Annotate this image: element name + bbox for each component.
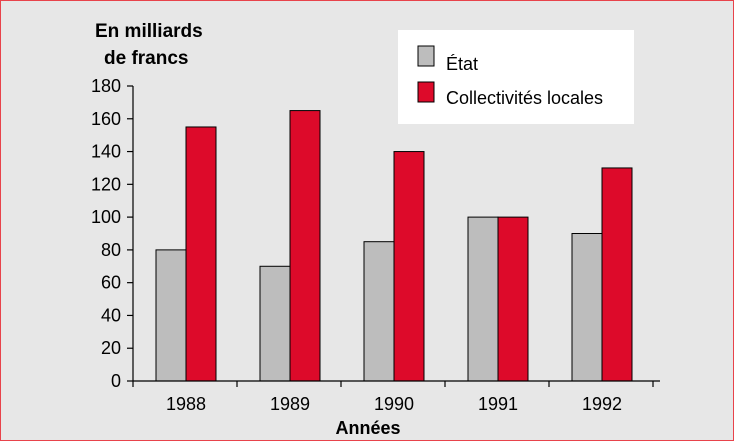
bar-collectivites-1990 xyxy=(393,151,425,382)
y-axis-title-line1: En milliards xyxy=(95,21,203,42)
bar-etat-1991 xyxy=(467,216,499,382)
x-axis-title: Années xyxy=(335,418,400,438)
legend-swatch-collectivites xyxy=(417,81,435,103)
x-tick-label-1989: 1989 xyxy=(270,394,310,414)
bar-collectivites-1989 xyxy=(289,110,321,382)
legend-box xyxy=(398,30,634,124)
y-tick-label-80: 80 xyxy=(101,240,121,260)
x-tick-label-1991: 1991 xyxy=(478,394,518,414)
y-tick-label-100: 100 xyxy=(91,207,121,227)
y-tick-label-0: 0 xyxy=(111,371,121,391)
y-tick-label-20: 20 xyxy=(101,338,121,358)
bar-collectivites-1988 xyxy=(185,126,217,382)
x-tick-label-1990: 1990 xyxy=(374,394,414,414)
y-tick-label-160: 160 xyxy=(91,109,121,129)
bar-collectivites-1991 xyxy=(497,216,529,382)
y-tick-label-40: 40 xyxy=(101,305,121,325)
x-tick-label-1992: 1992 xyxy=(582,394,622,414)
bar-etat-1990 xyxy=(363,241,395,382)
y-axis-title-line2: de francs xyxy=(104,48,188,69)
bar-etat-1988 xyxy=(155,249,187,382)
x-tick-label-1988: 1988 xyxy=(166,394,206,414)
bar-etat-1989 xyxy=(259,265,291,382)
legend-swatch-etat xyxy=(417,45,435,67)
bar-etat-1992 xyxy=(571,233,603,382)
y-tick-label-60: 60 xyxy=(101,273,121,293)
y-tick-label-180: 180 xyxy=(91,76,121,96)
y-tick-label-120: 120 xyxy=(91,174,121,194)
y-tick-label-140: 140 xyxy=(91,142,121,162)
bar-collectivites-1992 xyxy=(601,167,633,382)
legend-label-collectivites: Collectivités locales xyxy=(446,88,603,108)
plot-area: 0 20 40 60 80 100 120 140 160 180 1988 1989 1990 1991… xyxy=(91,76,660,414)
legend-label-etat: État xyxy=(446,54,478,74)
